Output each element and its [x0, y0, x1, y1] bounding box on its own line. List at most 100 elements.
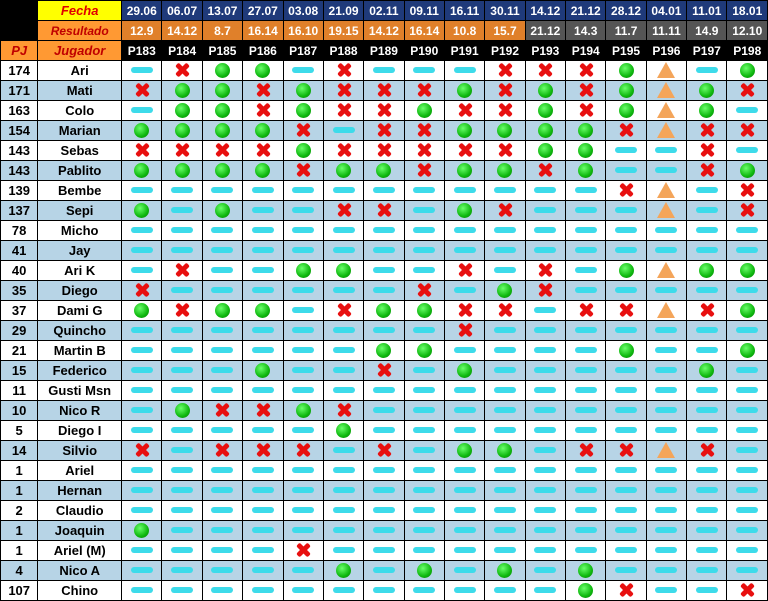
green-circle-icon [578, 142, 594, 158]
cyan-dash-icon [171, 207, 194, 214]
result-cell [242, 120, 284, 141]
player-row: 143 Pablito [0, 160, 768, 181]
result-cell [443, 240, 486, 261]
result-cell [524, 140, 567, 161]
result-cell [201, 440, 244, 461]
result-cell [686, 580, 728, 601]
green-circle-icon [255, 302, 271, 318]
player-pj: 11 [0, 380, 39, 401]
result-cell [363, 320, 405, 341]
cyan-dash-icon [574, 207, 597, 214]
result-cell [282, 460, 324, 481]
result-cell [121, 240, 163, 261]
result-cell [161, 420, 203, 441]
cyan-dash-icon [695, 587, 718, 594]
result-cell [282, 400, 324, 421]
result-cell [484, 460, 526, 481]
cyan-dash-icon [736, 387, 759, 394]
result-cell [201, 140, 244, 161]
result-cell [686, 180, 728, 201]
cyan-dash-icon [211, 567, 234, 574]
result-cell [645, 240, 688, 261]
result-cell [645, 60, 688, 81]
result-cell [726, 260, 768, 281]
cyan-dash-icon [292, 387, 315, 394]
cyan-dash-icon [130, 587, 153, 594]
result-cell [322, 500, 365, 521]
red-x-icon [174, 302, 190, 318]
cyan-dash-icon [171, 367, 194, 374]
result-cell [403, 160, 445, 181]
player-pj: 78 [0, 220, 39, 241]
result-cell [443, 460, 486, 481]
col-date-header: 13.07 [201, 0, 244, 21]
cyan-dash-icon [372, 287, 395, 294]
result-cell [524, 520, 567, 541]
col-code-header: P192 [484, 40, 526, 61]
col-date-header: 18.01 [726, 0, 768, 21]
result-cell [403, 380, 445, 401]
result-cell [686, 220, 728, 241]
player-row: 171 Mati [0, 80, 768, 101]
result-cell [242, 260, 284, 281]
cyan-dash-icon [493, 407, 516, 414]
green-circle-icon [497, 562, 513, 578]
result-cell [726, 200, 768, 221]
result-cell [363, 520, 405, 541]
result-cell [161, 460, 203, 481]
result-cell [524, 100, 567, 121]
cyan-dash-icon [211, 467, 234, 474]
result-cell [322, 120, 365, 141]
cyan-dash-icon [292, 227, 315, 234]
result-cell [565, 460, 607, 481]
cyan-dash-icon [413, 407, 436, 414]
result-cell [282, 440, 324, 461]
cyan-dash-icon [615, 247, 638, 254]
red-x-icon [376, 442, 392, 458]
player-row: 15 Federico [0, 360, 768, 381]
red-x-icon [537, 262, 553, 278]
cyan-dash-icon [130, 507, 153, 514]
player-name: Martin B [37, 340, 123, 361]
red-x-icon [134, 142, 150, 158]
cyan-dash-icon [493, 267, 516, 274]
cyan-dash-icon [574, 387, 597, 394]
result-cell [443, 280, 486, 301]
result-cell [161, 380, 203, 401]
red-x-icon [336, 142, 352, 158]
player-pj: 107 [0, 580, 39, 601]
result-cell [484, 300, 526, 321]
result-cell [443, 420, 486, 441]
result-cell [443, 440, 486, 461]
cyan-dash-icon [695, 387, 718, 394]
result-cell [201, 200, 244, 221]
green-circle-icon [537, 122, 553, 138]
result-cell [645, 340, 688, 361]
green-circle-icon [739, 62, 755, 78]
cyan-dash-icon [534, 427, 557, 434]
result-cell [565, 60, 607, 81]
result-cell [565, 80, 607, 101]
cyan-dash-icon [534, 507, 557, 514]
red-x-icon [457, 142, 473, 158]
green-circle-icon [416, 302, 432, 318]
result-cell [645, 140, 688, 161]
result-cell [282, 220, 324, 241]
red-x-icon [376, 142, 392, 158]
result-cell [484, 120, 526, 141]
result-cell [605, 420, 647, 441]
result-cell [363, 140, 405, 161]
result-cell [484, 380, 526, 401]
result-cell [726, 280, 768, 301]
result-cell [726, 220, 768, 241]
cyan-dash-icon [372, 507, 395, 514]
result-cell [645, 520, 688, 541]
orange-triangle-icon [657, 82, 676, 99]
cyan-dash-icon [372, 527, 395, 534]
cyan-dash-icon [453, 347, 476, 354]
result-cell [524, 60, 567, 81]
col-result-header: 14.12 [363, 20, 405, 41]
result-cell [322, 480, 365, 501]
result-cell [201, 180, 244, 201]
